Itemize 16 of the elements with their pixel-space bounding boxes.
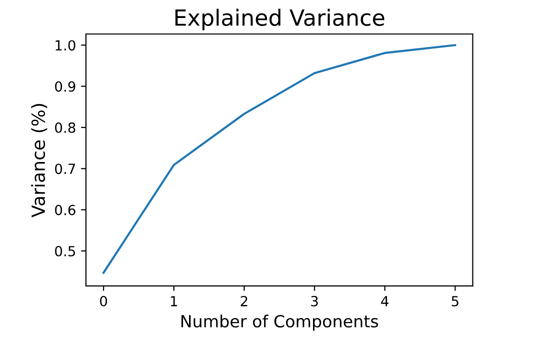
- chart-title: Explained Variance: [175, 8, 384, 30]
- y-axis-title: Variance (%): [31, 104, 48, 218]
- x-tick-label: 4: [381, 296, 388, 306]
- x-tick-label: 0: [100, 296, 108, 306]
- x-tick-label: 1: [170, 296, 177, 306]
- y-tick-label: 0.7: [55, 164, 76, 174]
- y-tick-label: 0.8: [55, 122, 76, 133]
- y-tick-label: 0.5: [55, 246, 76, 256]
- y-tick-label: 1.0: [56, 40, 76, 51]
- y-tick-label: 0.9: [55, 81, 76, 92]
- x-tick-label: 2: [240, 296, 248, 306]
- line-series: [102, 44, 456, 274]
- x-axis-title: Number of Components: [181, 314, 378, 331]
- x-tick-label: 3: [311, 296, 318, 306]
- x-tick-label: 5: [452, 296, 458, 306]
- y-tick-label: 0.6: [55, 204, 76, 216]
